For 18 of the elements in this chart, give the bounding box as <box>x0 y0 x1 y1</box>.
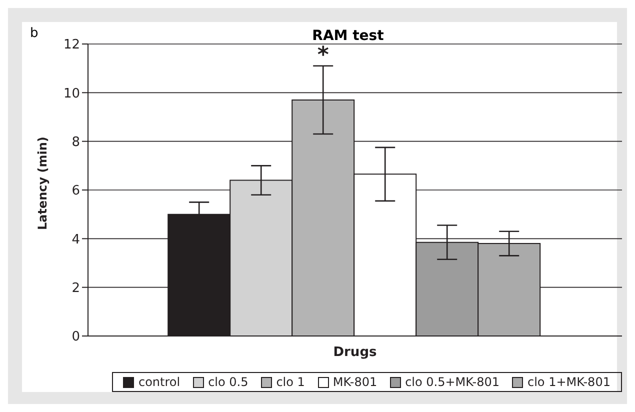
y-tick-label: 0 <box>72 330 80 345</box>
y-tick-label: 2 <box>72 280 80 296</box>
legend-label: MK-801 <box>332 375 378 389</box>
y-tick-label: 4 <box>72 232 80 248</box>
y-tick-label: 10 <box>63 86 80 102</box>
legend-label: control <box>138 375 180 389</box>
annotation: * <box>317 42 330 68</box>
legend-label: clo 0.5+MK-801 <box>405 375 500 389</box>
y-tick-label: 6 <box>72 184 80 199</box>
text: b <box>30 26 38 41</box>
y-axis-title: Latency (min) <box>35 136 50 230</box>
legend-label: clo 1+MK-801 <box>527 375 610 389</box>
y-tick-label: 12 <box>63 38 80 53</box>
x-axis-title: Drugs <box>333 345 378 360</box>
legend-label: clo 1 <box>276 375 305 389</box>
legend-label: clo 0.5 <box>208 375 248 389</box>
chart-title: RAM test <box>312 28 384 44</box>
y-tick-label: 8 <box>72 134 80 150</box>
